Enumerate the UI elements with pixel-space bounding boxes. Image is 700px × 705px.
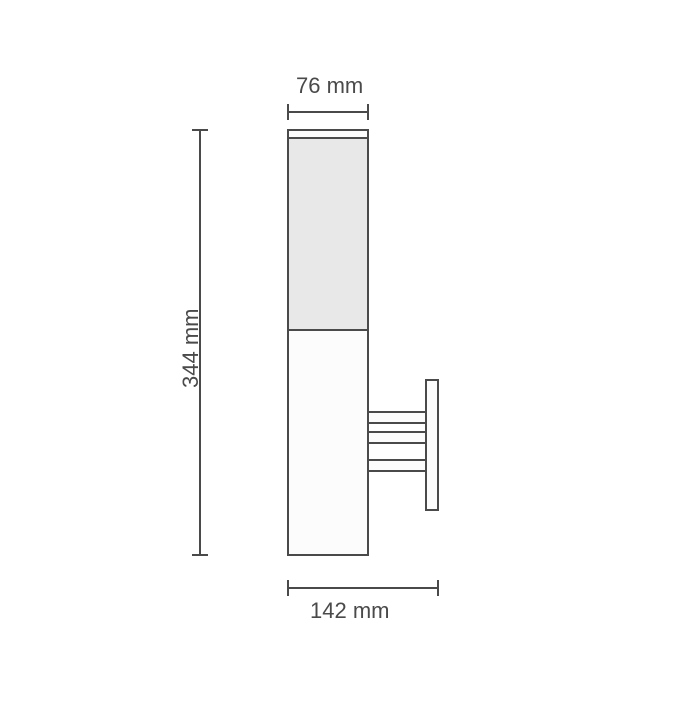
dim-label-left: 344 mm	[178, 309, 204, 388]
mount-plate	[426, 380, 438, 510]
mount-arm-2	[368, 432, 426, 443]
body-lower	[288, 330, 368, 555]
glass-section	[288, 138, 368, 330]
mount-arm-3	[368, 460, 426, 471]
dim-top	[288, 104, 368, 120]
technical-drawing: 76 mm 344 mm 142 mm	[0, 0, 700, 700]
dim-bottom	[288, 580, 438, 596]
mount-arm-1	[368, 412, 426, 423]
dim-label-top: 76 mm	[296, 73, 363, 99]
top-cap	[288, 130, 368, 138]
dim-label-bottom: 142 mm	[310, 598, 389, 624]
drawing-svg	[0, 0, 700, 700]
